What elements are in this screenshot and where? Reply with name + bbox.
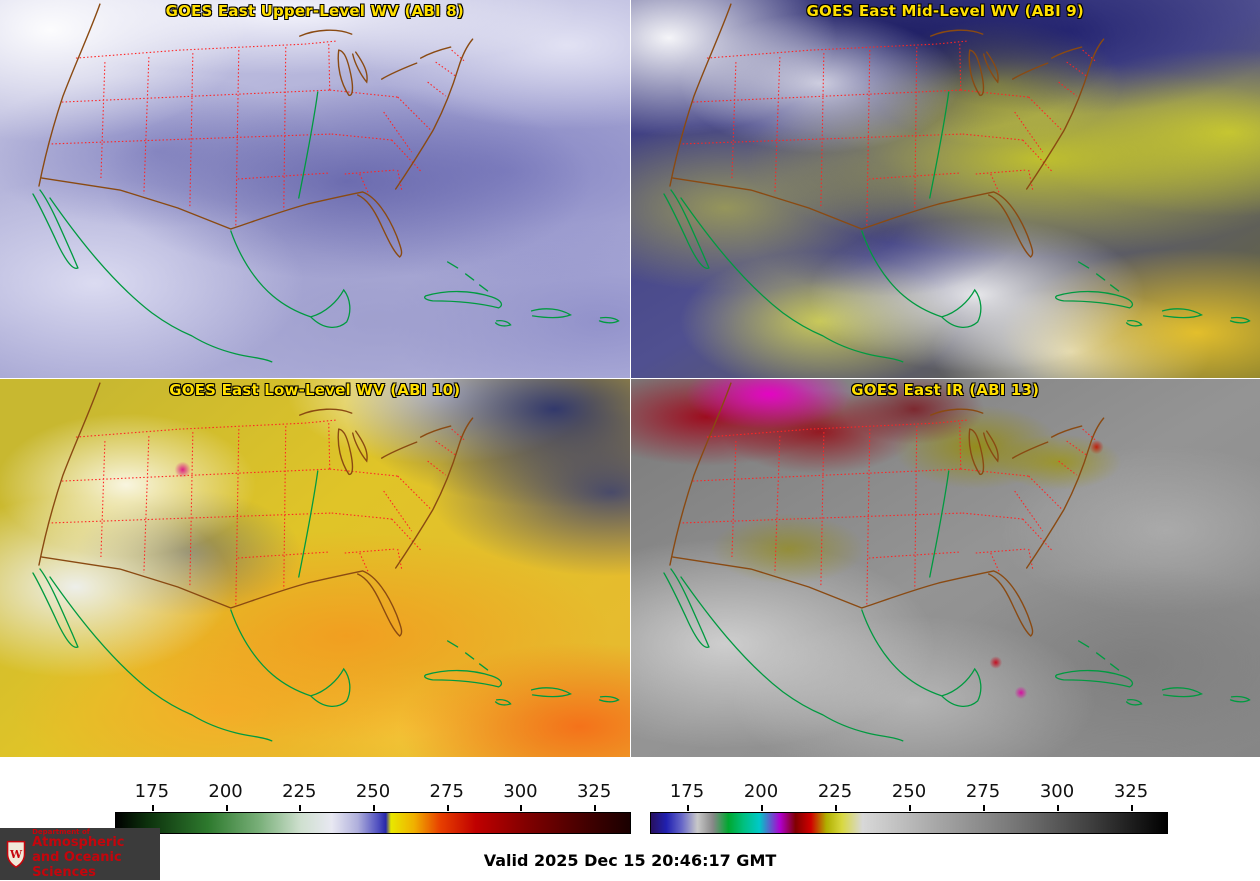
colorbar-wv-gradient — [115, 812, 631, 834]
tick-label: 200 — [208, 781, 243, 802]
geo-overlay — [662, 382, 1250, 742]
colorbar-ir-gradient — [650, 812, 1168, 834]
logo-name-line2: and Oceanic Sciences — [32, 849, 122, 880]
geo-overlay — [32, 382, 620, 742]
geo-overlay — [32, 3, 620, 363]
svg-text:W: W — [9, 848, 23, 861]
colorbar-ir-tick-marks — [650, 805, 1168, 812]
panel-mid-level-wv: GOES East Mid-Level WV (ABI 9) — [630, 0, 1260, 378]
tick-label: 325 — [576, 781, 612, 802]
panel-low-level-wv: GOES East Low-Level WV (ABI 10) — [0, 379, 630, 757]
footer: 175 200 225 250 275 300 325 175 200 225 … — [0, 757, 1260, 880]
geo-overlay — [662, 3, 1250, 363]
tick-label: 275 — [965, 781, 1001, 802]
colorbar-wv: 175 200 225 250 275 300 325 — [115, 781, 631, 834]
tick-label: 175 — [669, 781, 705, 802]
aos-logo: W Department of Atmospheric and Oceanic … — [0, 828, 160, 880]
panel-upper-level-wv: GOES East Upper-Level WV (ABI 8) — [0, 0, 630, 378]
colorbar-ir-tick-labels: 175 200 225 250 275 300 325 — [650, 781, 1168, 805]
panel-title-abi10: GOES East Low-Level WV (ABI 10) — [169, 381, 461, 399]
panel-title-abi13: GOES East IR (ABI 13) — [851, 381, 1040, 399]
tick-label: 225 — [817, 781, 853, 802]
tick-label: 200 — [743, 781, 779, 802]
tick-label: 325 — [1113, 781, 1149, 802]
valid-time-label: Valid 2025 Dec 15 20:46:17 GMT — [483, 851, 777, 870]
logo-name-line1: Atmospheric — [32, 834, 125, 850]
satellite-panel-grid: GOES East Upper-Level WV (ABI 8) GOES Ea… — [0, 0, 1260, 757]
uw-crest-icon: W — [6, 840, 26, 869]
colorbar-ir: 175 200 225 250 275 300 325 — [650, 781, 1168, 834]
logo-text: Department of Atmospheric and Oceanic Sc… — [32, 828, 154, 881]
tick-label: 300 — [503, 781, 538, 802]
tick-label: 250 — [355, 781, 391, 802]
tick-label: 175 — [134, 781, 170, 802]
panel-title-abi9: GOES East Mid-Level WV (ABI 9) — [806, 2, 1084, 20]
panel-ir: GOES East IR (ABI 13) — [630, 379, 1260, 757]
tick-label: 225 — [282, 781, 317, 802]
colorbar-wv-tick-marks — [115, 805, 631, 812]
logo-dept-line: Department of — [32, 827, 90, 836]
panel-title-abi8: GOES East Upper-Level WV (ABI 8) — [165, 2, 464, 20]
tick-label: 275 — [429, 781, 464, 802]
tick-label: 300 — [1039, 781, 1075, 802]
tick-label: 250 — [891, 781, 927, 802]
colorbar-wv-tick-labels: 175 200 225 250 275 300 325 — [115, 781, 631, 805]
